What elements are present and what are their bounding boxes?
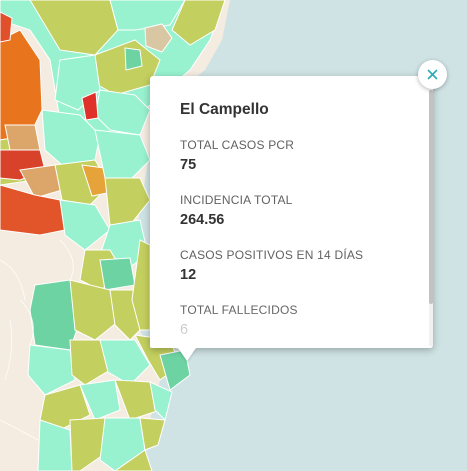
- field-value-total-casos-pcr: 75: [180, 157, 197, 173]
- map-region: [171, 0, 226, 46]
- map-region: [4, 124, 41, 151]
- map-region: [79, 379, 121, 421]
- map-region: [139, 417, 166, 451]
- field-value-casos-positivos-14-dias: 12: [180, 267, 197, 283]
- map-region: [124, 47, 143, 71]
- map-region: [59, 199, 111, 251]
- field-label-casos-positivos-14-dias: CASOS POSITIVOS EN 14 DÍAS: [180, 248, 364, 262]
- map-region: [104, 177, 151, 226]
- popup-content[interactable]: El Campello TOTAL CASOS PCR 75 INCIDENCI…: [150, 76, 433, 348]
- map-region: [0, 11, 13, 43]
- close-icon: [427, 69, 438, 80]
- map-region: [114, 449, 153, 471]
- popup-scrollbar-thumb[interactable]: [429, 90, 433, 304]
- field-label-total-casos-pcr: TOTAL CASOS PCR: [180, 138, 295, 152]
- close-button[interactable]: [418, 60, 447, 89]
- map-region: [69, 339, 111, 386]
- map-region: [131, 239, 151, 331]
- scroll-fade: [150, 308, 427, 348]
- map-region: [94, 129, 151, 181]
- map-region: [69, 417, 111, 471]
- map-region: [81, 91, 99, 121]
- field-value-incidencia-total: 264.56: [180, 212, 225, 228]
- map-region: [37, 419, 73, 471]
- boundary-lines: [0, 239, 74, 441]
- map-region: [27, 344, 76, 396]
- map-region: [144, 23, 173, 53]
- popup-title: El Campello: [180, 101, 269, 118]
- info-popup: El Campello TOTAL CASOS PCR 75 INCIDENCI…: [150, 76, 433, 361]
- map-region: [99, 257, 136, 291]
- map-region: [69, 279, 121, 341]
- field-label-incidencia-total: INCIDENCIA TOTAL: [180, 193, 293, 207]
- popup-pointer: [178, 348, 196, 361]
- map-region: [99, 339, 151, 386]
